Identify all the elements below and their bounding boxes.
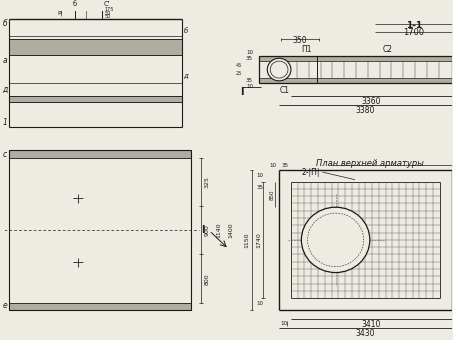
Text: 175: 175 <box>104 7 114 12</box>
Text: 50: 50 <box>104 14 111 19</box>
Text: План верхней арматуры: План верхней арматуры <box>316 159 424 168</box>
Text: С': С' <box>103 1 110 6</box>
Text: Ø700: Ø700 <box>331 242 350 248</box>
Circle shape <box>301 207 370 273</box>
Text: 1400: 1400 <box>228 223 233 238</box>
Text: 3410: 3410 <box>361 320 381 329</box>
Text: 10: 10 <box>256 173 263 178</box>
Text: 2-|П|: 2-|П| <box>301 168 320 177</box>
Text: д: д <box>183 72 188 78</box>
Text: 35: 35 <box>281 164 289 168</box>
Text: 325: 325 <box>204 176 209 188</box>
Text: 3430: 3430 <box>356 329 375 338</box>
Text: 35: 35 <box>246 56 253 61</box>
Text: 10: 10 <box>270 164 277 168</box>
Text: 1150: 1150 <box>245 232 250 248</box>
Text: 35: 35 <box>246 78 253 83</box>
Text: С2: С2 <box>382 45 393 54</box>
Text: 900: 900 <box>204 225 209 236</box>
Text: б: б <box>2 19 7 28</box>
Text: 1: 1 <box>2 118 7 127</box>
Text: с: с <box>3 151 7 159</box>
Text: П1: П1 <box>301 45 312 54</box>
Text: 850: 850 <box>269 189 274 200</box>
Text: 3360: 3360 <box>361 97 381 106</box>
Text: 10: 10 <box>246 84 253 89</box>
Circle shape <box>267 58 291 81</box>
Text: С1: С1 <box>280 86 290 95</box>
Text: 1740: 1740 <box>256 232 261 248</box>
Text: е: е <box>2 302 7 310</box>
Text: Р|: Р| <box>57 11 63 16</box>
Text: 1700: 1700 <box>404 28 425 37</box>
Text: д: д <box>2 85 7 94</box>
Text: 800: 800 <box>204 273 209 285</box>
Text: I: I <box>201 224 205 235</box>
Text: 350: 350 <box>293 36 307 45</box>
Bar <box>9 151 191 158</box>
Text: 1140: 1140 <box>216 223 221 238</box>
Bar <box>260 78 452 83</box>
Text: б: б <box>72 1 77 6</box>
Bar <box>260 56 452 61</box>
Text: 1-1: 1-1 <box>406 21 422 30</box>
Text: 50: 50 <box>104 11 111 16</box>
Bar <box>9 303 191 310</box>
Text: 10: 10 <box>256 301 263 306</box>
Text: а: а <box>2 56 7 65</box>
Text: 10: 10 <box>280 321 287 326</box>
Bar <box>9 96 182 102</box>
Text: I: I <box>240 87 243 98</box>
Text: 10: 10 <box>246 50 253 55</box>
Text: 3380: 3380 <box>356 106 375 115</box>
Text: 45: 45 <box>236 63 241 68</box>
Text: 35: 35 <box>256 185 263 190</box>
Bar <box>9 39 182 54</box>
Text: 25: 25 <box>236 71 241 76</box>
Text: б: б <box>183 28 188 34</box>
